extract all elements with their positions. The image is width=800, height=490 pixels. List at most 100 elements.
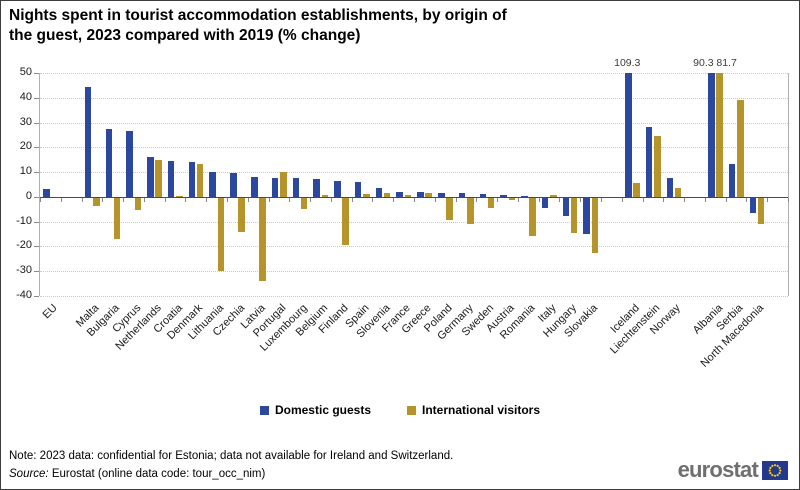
- bar-domestic-north-macedonia: [749, 198, 757, 214]
- x-axis-tick: [351, 197, 353, 202]
- legend-label-international: International visitors: [422, 403, 541, 417]
- bar-domestic-spain: [354, 181, 362, 197]
- bar-international-romania: [529, 198, 536, 237]
- y-axis-tick: [34, 196, 39, 198]
- bar-international-lithuania: [217, 198, 225, 272]
- y-axis-tick: [34, 246, 39, 248]
- x-axis-tick: [434, 197, 436, 202]
- x-axis-tick: [538, 197, 540, 202]
- x-axis-tick: [497, 197, 499, 202]
- y-gridline: [40, 271, 788, 273]
- y-tick-label: 30: [19, 115, 32, 128]
- x-axis-tick: [330, 197, 332, 202]
- y-gridline: [40, 246, 788, 248]
- bar-international-slovakia: [591, 198, 599, 253]
- x-axis-tick: [580, 197, 582, 202]
- x-axis-tick: [185, 197, 187, 202]
- bar-international-austria: [508, 198, 516, 200]
- bar-international-denmark: [196, 163, 204, 197]
- bar-international-poland: [446, 198, 453, 221]
- bar-domestic-belgium: [313, 178, 320, 197]
- x-axis-tick: [268, 197, 270, 202]
- y-tick-label: -20: [16, 239, 32, 252]
- bar-value-label: 109.3: [614, 57, 641, 69]
- bar-domestic-czechia: [230, 173, 237, 197]
- bar-domestic-germany: [458, 193, 466, 197]
- legend-item-domestic-guests: Domestic guests: [259, 403, 371, 417]
- eurostat-logo-text: eurostat: [677, 457, 759, 482]
- y-gridline: [40, 172, 788, 174]
- x-axis-tick: [746, 197, 748, 202]
- source-line: Source: Eurostat (online data code: tour…: [9, 468, 265, 480]
- y-axis-tick: [34, 147, 39, 149]
- y-gridline: [40, 122, 788, 124]
- bar-domestic-croatia: [167, 161, 175, 197]
- bar-international-croatia: [176, 195, 183, 197]
- footnote: Note: 2023 data: confidential for Estoni…: [9, 450, 454, 462]
- bar-domestic-serbia: [728, 163, 736, 197]
- bar-domestic-iceland: [624, 73, 632, 197]
- chart-plot-area: [39, 73, 789, 297]
- bar-domestic-slovenia: [375, 187, 383, 197]
- bar-domestic-latvia: [250, 176, 258, 197]
- y-tick-label: -10: [16, 214, 32, 227]
- bar-domestic-liechtenstein: [645, 126, 653, 197]
- bar-value-label: 90.3: [693, 57, 714, 69]
- bar-international-malta: [92, 198, 100, 206]
- bar-domestic-finland: [334, 181, 341, 197]
- x-axis-tick: [289, 197, 291, 202]
- zero-axis-line: [40, 196, 788, 198]
- bar-domestic-france: [396, 191, 404, 197]
- x-axis-tick: [663, 197, 665, 202]
- x-axis-tick: [123, 197, 125, 202]
- bar-international-norway: [674, 187, 682, 197]
- bar-domestic-netherlands: [147, 156, 154, 197]
- y-gridline: [40, 296, 788, 297]
- chart-title-line-1: Nights spent in tourist accommodation es…: [9, 7, 507, 24]
- bar-international-north-macedonia: [757, 198, 765, 225]
- y-tick-label: -30: [16, 264, 32, 277]
- x-axis-tick: [393, 197, 395, 202]
- bar-international-iceland: [633, 182, 640, 197]
- y-gridline: [40, 73, 788, 74]
- bar-international-liechtenstein: [653, 135, 661, 197]
- x-axis-tick: [40, 197, 41, 202]
- y-tick-label: 10: [19, 165, 32, 178]
- x-axis-tick: [455, 197, 457, 202]
- bar-international-cyprus: [134, 198, 142, 210]
- legend-swatch-international-icon: [407, 405, 416, 415]
- x-axis-tick: [767, 197, 769, 202]
- bar-international-luxembourg: [300, 198, 308, 209]
- x-axis-tick: [642, 197, 644, 202]
- bar-domestic-hungary: [562, 198, 570, 217]
- chart-title-line-2: the guest, 2023 compared with 2019 (% ch…: [9, 27, 361, 44]
- legend-item-international-visitors: International visitors: [407, 403, 540, 417]
- bar-international-belgium: [321, 194, 329, 197]
- y-axis-tick: [34, 221, 39, 223]
- source-label: Source:: [9, 468, 49, 480]
- bar-international-hungary: [570, 198, 578, 233]
- x-axis-tick: [414, 197, 415, 202]
- bar-value-label: 81.7: [716, 57, 737, 69]
- bar-domestic-romania: [521, 195, 528, 197]
- eurostat-logo: eurostat: [678, 457, 788, 483]
- x-axis-tick: [143, 197, 145, 202]
- bar-international-greece: [425, 192, 432, 197]
- bar-international-finland: [342, 198, 349, 245]
- bar-domestic-cyprus: [126, 130, 133, 197]
- bar-international-serbia: [737, 99, 744, 197]
- chart-title: Nights spent in tourist accommodation es…: [9, 6, 769, 46]
- bar-domestic-sweden: [479, 194, 487, 197]
- y-axis-tick: [34, 296, 39, 297]
- x-axis-tick: [559, 197, 561, 202]
- source-text: Eurostat (online data code: tour_occ_nim…: [48, 468, 266, 480]
- x-axis-tick: [372, 197, 374, 202]
- y-gridline: [40, 221, 788, 223]
- bar-international-netherlands: [155, 160, 162, 197]
- x-axis-tick: [164, 197, 166, 202]
- eu-flag-icon: [762, 460, 788, 480]
- bar-domestic-italy: [541, 198, 549, 208]
- x-axis-tick: [227, 197, 228, 202]
- bar-international-latvia: [259, 198, 266, 281]
- bar-domestic-austria: [500, 194, 507, 197]
